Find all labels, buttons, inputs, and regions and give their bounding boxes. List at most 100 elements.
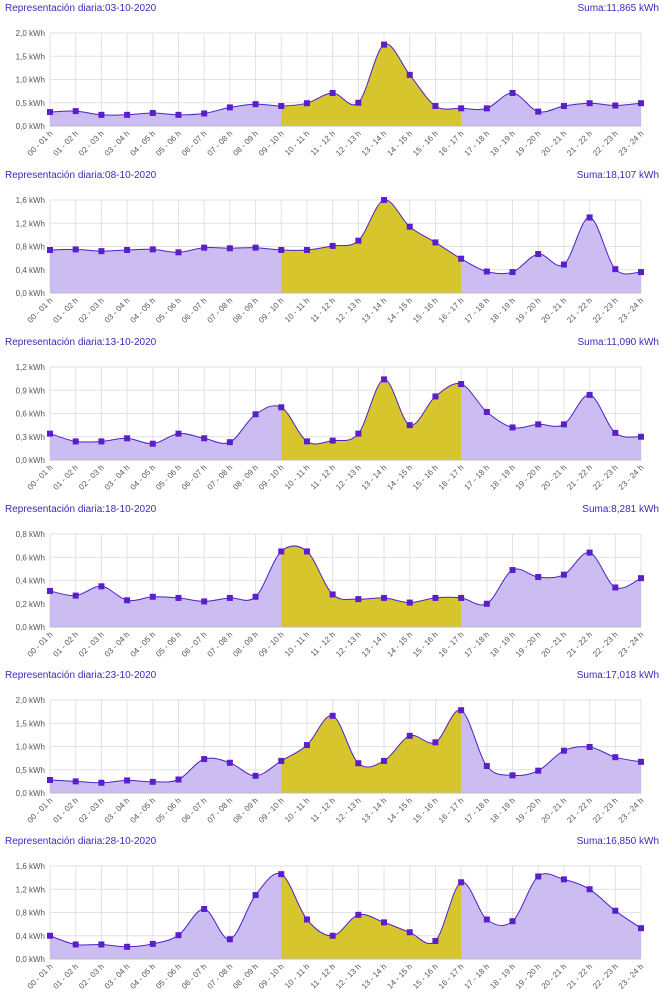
- x-tick-label: 00 - 01 h: [26, 630, 55, 659]
- x-tick-label: 12 - 13 h: [334, 962, 363, 991]
- data-point: [149, 940, 156, 947]
- x-tick-label: 00 - 01 h: [26, 129, 55, 158]
- x-tick-label: 04 - 05 h: [129, 463, 158, 492]
- chart-title: Representación diaria:13-10-2020: [5, 337, 157, 348]
- x-tick-label: 14 - 15 h: [385, 129, 414, 158]
- data-point: [124, 111, 131, 118]
- data-point: [98, 583, 105, 590]
- data-point: [355, 430, 362, 437]
- x-tick-label: 20 - 21 h: [540, 463, 569, 492]
- x-tick-label: 20 - 21 h: [540, 630, 569, 659]
- y-tick-label: 1,6 kWh: [16, 196, 45, 205]
- x-tick-label: 04 - 05 h: [129, 962, 158, 991]
- data-point: [483, 408, 490, 415]
- x-tick-label: 16 - 17 h: [437, 463, 466, 492]
- data-point: [226, 594, 233, 601]
- data-point: [432, 393, 439, 400]
- y-tick-label: 1,0 kWh: [16, 743, 45, 752]
- x-tick-label: 19 - 20 h: [514, 129, 543, 158]
- chart-panel-3: Representación diaria:13-10-2020 Suma:11…: [0, 334, 663, 501]
- x-tick-label: 20 - 21 h: [540, 796, 569, 825]
- x-tick-label: 12 - 13 h: [334, 463, 363, 492]
- data-point: [560, 876, 567, 883]
- x-tick-label: 06 - 07 h: [180, 129, 209, 158]
- consumption-area: [50, 545, 641, 627]
- x-tick-label: 21 - 22 h: [565, 296, 594, 325]
- x-tick-label: 20 - 21 h: [540, 296, 569, 325]
- highlight-area: [281, 545, 462, 627]
- data-point: [303, 916, 310, 923]
- x-tick-label: 09 - 10 h: [257, 630, 286, 659]
- data-point: [560, 747, 567, 754]
- chart-plot-4: 0,0 kWh 0,2 kWh 0,4 kWh 0,6 kWh 0,8 kWh 00 - …: [16, 530, 646, 659]
- data-point: [586, 549, 593, 556]
- x-tick-label: 09 - 10 h: [257, 129, 286, 158]
- x-tick-label: 06 - 07 h: [180, 463, 209, 492]
- x-tick-label: 11 - 12 h: [309, 962, 337, 990]
- data-point: [124, 435, 131, 442]
- x-tick-label: 07 - 08 h: [206, 463, 235, 492]
- data-point: [586, 886, 593, 893]
- chart-title: Representación diaria:18-10-2020: [5, 504, 157, 515]
- data-point: [535, 251, 542, 258]
- x-tick-label: 15 - 16 h: [411, 463, 440, 492]
- data-point: [124, 597, 131, 604]
- chart-title: Representación diaria:03-10-2020: [5, 3, 157, 14]
- chart-total: Suma:8,281 kWh: [582, 504, 659, 515]
- data-point: [175, 249, 182, 256]
- x-tick-label: 08 - 09 h: [231, 296, 260, 325]
- x-tick-label: 06 - 07 h: [180, 296, 209, 325]
- data-point: [406, 599, 413, 606]
- data-point: [226, 439, 233, 446]
- chart-plot-5: 0,0 kWh 0,5 kWh 1,0 kWh 1,5 kWh 2,0 kWh 00 - …: [16, 696, 646, 825]
- data-point: [458, 105, 465, 112]
- data-point: [226, 104, 233, 111]
- chart-plot-3: 0,0 kWh 0,3 kWh 0,6 kWh 0,9 kWh 1,2 kWh 00 - …: [16, 363, 646, 492]
- data-point: [535, 108, 542, 115]
- x-tick-label: 19 - 20 h: [514, 630, 543, 659]
- data-point: [252, 101, 259, 108]
- x-tick-label: 15 - 16 h: [411, 129, 440, 158]
- data-point: [535, 873, 542, 880]
- data-point: [560, 103, 567, 110]
- x-tick-label: 03 - 04 h: [103, 796, 132, 825]
- x-tick-label: 10 - 11 h: [283, 296, 311, 324]
- data-point: [175, 932, 182, 939]
- x-tick-label: 13 - 14 h: [360, 129, 389, 158]
- data-point: [47, 109, 53, 116]
- x-tick-label: 05 - 06 h: [154, 463, 183, 492]
- x-tick-label: 10 - 11 h: [283, 129, 311, 157]
- x-tick-label: 21 - 22 h: [565, 463, 594, 492]
- data-point: [278, 103, 285, 110]
- x-tick-label: 04 - 05 h: [129, 296, 158, 325]
- data-point: [509, 772, 516, 779]
- data-point: [47, 246, 53, 253]
- x-tick-label: 03 - 04 h: [103, 296, 132, 325]
- chart-title: Representación diaria:23-10-2020: [5, 670, 157, 681]
- x-tick-label: 16 - 17 h: [437, 630, 466, 659]
- y-tick-label: 0,2 kWh: [16, 600, 45, 609]
- chart-total: Suma:11,865 kWh: [577, 3, 659, 14]
- data-point: [381, 919, 388, 926]
- data-point: [98, 779, 105, 786]
- y-tick-label: 1,2 kWh: [16, 219, 45, 228]
- data-point: [432, 239, 439, 246]
- x-tick-label: 23 - 24 h: [617, 129, 646, 158]
- x-tick-label: 16 - 17 h: [437, 962, 466, 991]
- y-tick-label: 0,8 kWh: [16, 530, 45, 539]
- data-point: [252, 593, 259, 600]
- data-point: [149, 246, 156, 253]
- data-point: [303, 438, 310, 445]
- x-tick-label: 21 - 22 h: [565, 796, 594, 825]
- x-tick-label: 14 - 15 h: [385, 463, 414, 492]
- data-point: [432, 739, 439, 746]
- data-point: [509, 567, 516, 574]
- x-tick-label: 11 - 12 h: [309, 796, 337, 824]
- x-tick-label: 09 - 10 h: [257, 296, 286, 325]
- x-tick-label: 07 - 08 h: [206, 796, 235, 825]
- data-point: [381, 197, 388, 203]
- x-tick-label: 03 - 04 h: [103, 962, 132, 991]
- chart-title: Representación diaria:28-10-2020: [5, 836, 157, 847]
- x-tick-label: 03 - 04 h: [103, 463, 132, 492]
